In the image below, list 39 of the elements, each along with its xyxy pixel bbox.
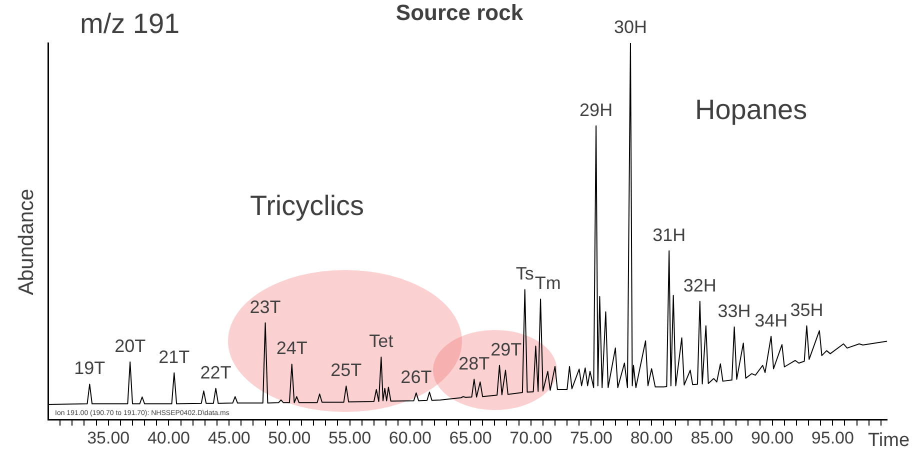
annotation: 35H — [790, 300, 824, 320]
annotation: 26T — [400, 366, 432, 387]
annotation: 22T — [200, 362, 232, 382]
chart-title: Source rock — [396, 0, 524, 25]
x-tick-label: 70.00 — [510, 428, 552, 448]
x-tick-label: 50.00 — [268, 428, 311, 448]
annotation: Tm — [534, 273, 561, 294]
annotation: 33H — [718, 300, 751, 321]
annotation: 24T — [276, 338, 308, 358]
annotation: 21T — [158, 346, 190, 367]
annotation: 28T — [458, 353, 490, 374]
x-axis-title: Time — [868, 430, 910, 452]
x-tick-label: 95.00 — [811, 428, 854, 448]
annotation: 30H — [614, 16, 647, 37]
annotation: 34H — [754, 310, 788, 330]
annotation: 23T — [250, 296, 281, 317]
annotation: Hopanes — [695, 94, 808, 126]
annotation: 29H — [580, 100, 613, 120]
annotation: Tricyclics — [250, 190, 364, 222]
annotation: 25T — [330, 360, 362, 380]
y-axis-title: Abundance — [15, 188, 39, 296]
annotation: 32H — [683, 275, 716, 296]
annotation: 29T — [490, 339, 522, 360]
x-tick-label: 85.00 — [690, 428, 734, 448]
x-tick-label: 40.00 — [147, 428, 190, 448]
x-tick-label: 80.00 — [630, 428, 673, 448]
x-tick-label: 75.00 — [570, 428, 613, 448]
text: m/z 191 — [80, 8, 180, 40]
annotation: Tet — [369, 331, 394, 352]
x-tick-label: 60.00 — [388, 428, 432, 448]
annotation: 19T — [74, 358, 106, 378]
x-tick-label: 35.00 — [87, 428, 130, 448]
x-tick-label: 65.00 — [449, 428, 492, 448]
x-tick-label: 55.00 — [328, 428, 372, 448]
x-tick-label: 90.00 — [751, 428, 794, 448]
annotation: 31H — [652, 224, 686, 245]
annotation: Ts — [516, 264, 534, 284]
annotation: 20T — [114, 336, 146, 356]
x-tick-label: 45.00 — [208, 428, 250, 448]
